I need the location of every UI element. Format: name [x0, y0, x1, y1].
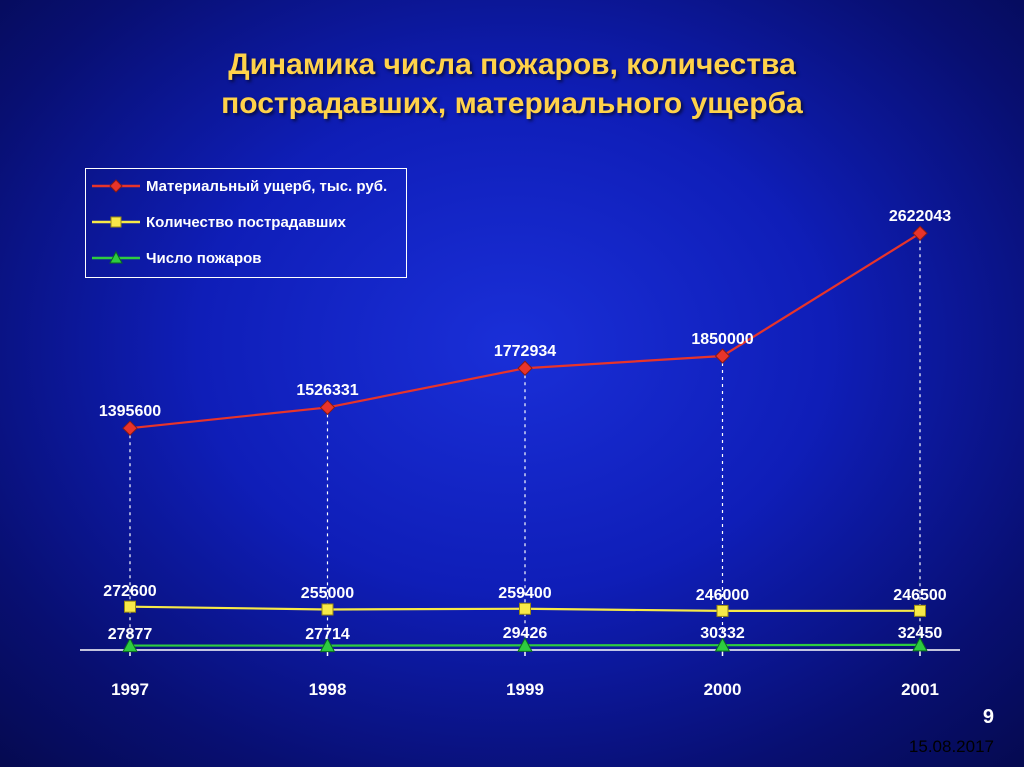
- x-axis-label: 2000: [704, 680, 742, 700]
- x-axis-label: 1999: [506, 680, 544, 700]
- data-label: 27877: [108, 626, 153, 644]
- legend-label: Материальный ущерб, тыс. руб.: [146, 178, 387, 195]
- data-label: 1772934: [494, 343, 556, 361]
- legend-marker: [86, 169, 146, 204]
- data-label: 30332: [700, 625, 745, 643]
- legend-row: Материальный ущерб, тыс. руб.: [86, 169, 406, 205]
- x-axis-label: 1997: [111, 680, 149, 700]
- data-label: 2622043: [889, 208, 951, 226]
- data-label: 255000: [301, 585, 354, 603]
- legend-row: Число пожаров: [86, 241, 406, 277]
- chart-canvas: [0, 0, 1024, 767]
- data-label: 1395600: [99, 403, 161, 421]
- page-number: 9: [983, 706, 994, 729]
- data-label: 259400: [498, 585, 551, 603]
- legend-row: Количество пострадавших: [86, 205, 406, 241]
- data-label: 32450: [898, 625, 943, 643]
- data-label: 27714: [305, 626, 350, 644]
- footer-date: 15.08.2017: [909, 737, 994, 757]
- x-axis-label: 2001: [901, 680, 939, 700]
- data-label: 1526331: [296, 382, 358, 400]
- legend: Материальный ущерб, тыс. руб. Количество …: [85, 168, 407, 278]
- legend-marker: [86, 205, 146, 240]
- data-label: 29426: [503, 625, 548, 643]
- legend-marker: [86, 241, 146, 276]
- data-label: 272600: [103, 583, 156, 601]
- data-label: 246500: [893, 587, 946, 605]
- data-label: 246000: [696, 587, 749, 605]
- data-label: 1850000: [691, 331, 753, 349]
- legend-label: Количество пострадавших: [146, 214, 346, 231]
- x-axis-label: 1998: [309, 680, 347, 700]
- legend-label: Число пожаров: [146, 250, 262, 267]
